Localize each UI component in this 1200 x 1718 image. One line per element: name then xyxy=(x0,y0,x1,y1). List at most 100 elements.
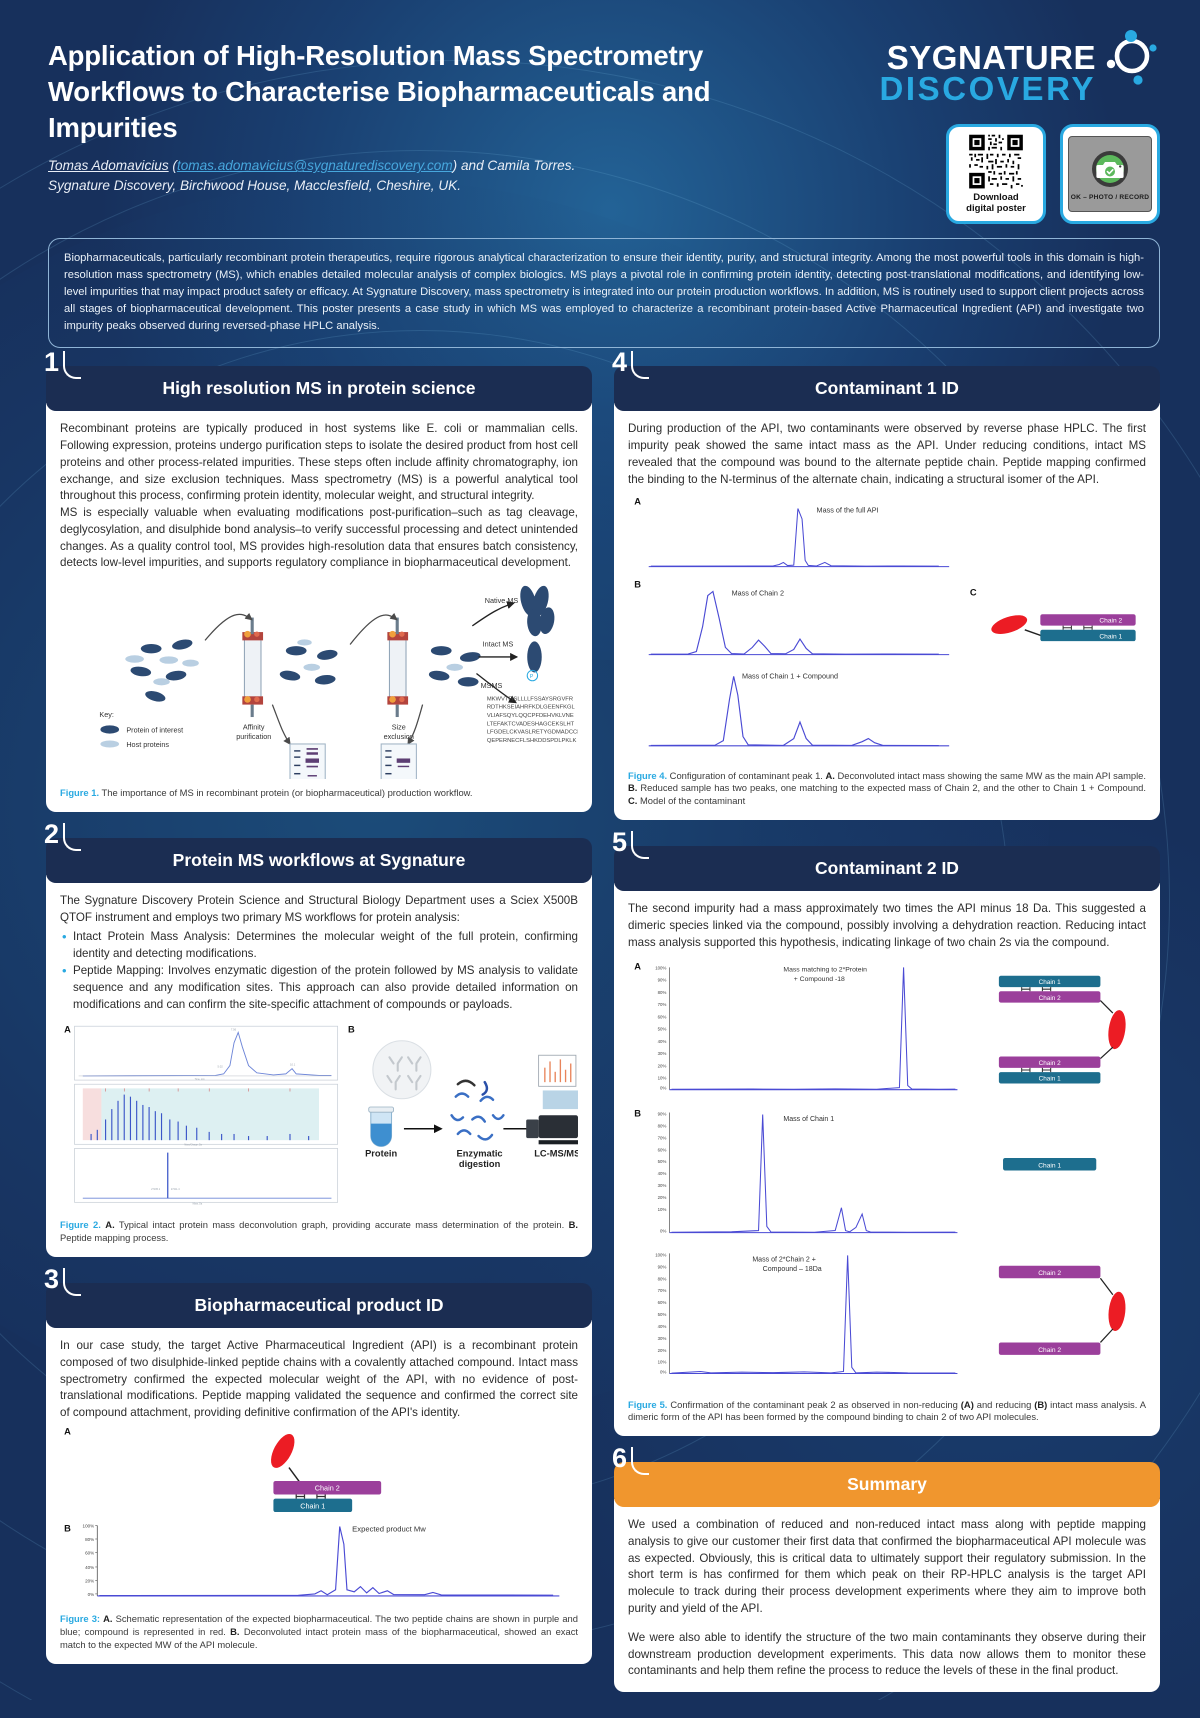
svg-text:Mass/Charge, Da: Mass/Charge, Da xyxy=(184,1144,202,1146)
svg-text:60%: 60% xyxy=(658,1148,667,1153)
figure3-label-a: A xyxy=(64,1426,71,1436)
figure5-label-a: A xyxy=(634,962,641,972)
list-item: Intact Protein Mass Analysis: Determines… xyxy=(60,928,578,963)
svg-text:Chain 1: Chain 1 xyxy=(1038,1163,1061,1170)
figure2b-digestion-label: Enzymatic xyxy=(457,1149,503,1159)
figure1-step2b-label: exclusion xyxy=(384,732,414,741)
svg-text:Chain 2: Chain 2 xyxy=(1039,1060,1062,1067)
svg-text:Host proteins: Host proteins xyxy=(126,740,169,749)
author-rest: ) and Camila Torres. xyxy=(452,158,576,174)
list-item: Peptide Mapping: Involves enzymatic dige… xyxy=(60,962,578,1013)
figure1-step1-label: Affinity xyxy=(243,723,265,732)
svg-text:80%: 80% xyxy=(658,1124,667,1129)
section6-paragraph-2: We were also able to identify the struct… xyxy=(628,1630,1146,1678)
camera-icon xyxy=(1092,150,1128,187)
figure1-intact-ms-label: Intact MS xyxy=(483,640,514,649)
figure5-peak-c2-label: Compound – 18Da xyxy=(763,1266,822,1273)
figure-1-graphic: Affinity purification xyxy=(60,572,578,780)
svg-text:Mass, Da: Mass, Da xyxy=(193,1203,203,1205)
svg-text:Key:: Key: xyxy=(99,710,114,719)
figure2b-workflow: Protein Enzymatic digestion xyxy=(365,1040,578,1169)
figure3b-spectrum: 100% 80% 60% 40% 20% 0% xyxy=(83,1524,560,1597)
author-name: Tomas Adomavicius xyxy=(48,158,169,174)
gel-1 xyxy=(289,743,326,780)
figure-5-caption: Figure 5. Confirmation of the contaminan… xyxy=(628,1398,1147,1423)
svg-text:90%: 90% xyxy=(658,1112,667,1117)
figure2a-plots: 7.56 5.02 10.1 Time, min xyxy=(74,1025,339,1205)
svg-text:Chain 2: Chain 2 xyxy=(1038,1271,1061,1278)
affinity-column xyxy=(242,617,264,718)
figure4b-spectrum-1: Mass of Chain 2 xyxy=(648,589,950,656)
logo-orbit-icon xyxy=(1106,30,1157,85)
poster-header: Application of High-Resolution Mass Spec… xyxy=(0,0,1200,225)
figure4c-contaminant-model: Chain 2 Chain 1 xyxy=(991,614,1136,642)
figure4b-spectrum-2: Mass of Chain 1 + Compound xyxy=(648,672,950,747)
figure1-intact-ms-badge: P xyxy=(530,674,534,680)
page-title: Application of High-Resolution Mass Spec… xyxy=(48,40,711,143)
figure-2-graphic: A B 7.56 5.02 10.1 Time, m xyxy=(60,1020,578,1212)
section5-paragraph-1: The second impurity had a mass approxima… xyxy=(628,902,1146,949)
section-panel-6: 6 Summary We used a combination of reduc… xyxy=(608,1445,1160,1693)
section-panel-2: 2 Protein MS workflows at Sygnature The … xyxy=(40,821,592,1258)
svg-text:0%: 0% xyxy=(88,1592,95,1597)
figure1-step1b-label: purification xyxy=(236,732,271,741)
svg-text:70%: 70% xyxy=(658,1136,667,1141)
size-exclusion-column xyxy=(387,617,409,718)
gel-2 xyxy=(380,743,417,780)
abstract-text: Biopharmaceuticals, particularly recombi… xyxy=(64,252,1144,333)
svg-text:70%: 70% xyxy=(658,1003,667,1008)
svg-text:50%: 50% xyxy=(658,1312,667,1317)
figure2-label-a: A xyxy=(64,1024,71,1034)
author-email-link[interactable]: tomas.adomavicius@sygnaturediscovery.com xyxy=(176,158,453,174)
svg-text:20%: 20% xyxy=(658,1064,667,1069)
affiliation: Sygnature Discovery, Birchwood House, Ma… xyxy=(48,177,462,193)
svg-text:LTEFAKTCVADESHAGCEKSLHT: LTEFAKTCVADESHAGCEKSLHT xyxy=(487,722,575,728)
figure1-sequence-block: MKWVTFISLLLLFSSAYSRGVFR RDTHKSEIAHRFKDLG… xyxy=(487,697,578,744)
svg-text:60%: 60% xyxy=(658,1301,667,1306)
section-number-5: 5 xyxy=(612,827,650,859)
photo-record-badge[interactable]: OK – PHOTO / RECORD xyxy=(1060,124,1160,225)
svg-text:10%: 10% xyxy=(658,1207,667,1212)
section-title-2: Protein MS workflows at Sygnature xyxy=(46,838,592,884)
qr-download-badge[interactable]: Download digital poster xyxy=(946,124,1046,225)
svg-text:40%: 40% xyxy=(658,1172,667,1177)
figure5-peak-a2-label: + Compound -18 xyxy=(794,976,845,983)
svg-text:10%: 10% xyxy=(658,1360,667,1365)
svg-text:100%: 100% xyxy=(83,1524,95,1529)
svg-text:100%: 100% xyxy=(655,966,666,971)
figure5-peak-b-label: Mass of Chain 1 xyxy=(783,1116,834,1123)
figure5-label-b: B xyxy=(634,1109,641,1119)
svg-text:Chain 2: Chain 2 xyxy=(1039,995,1062,1002)
svg-text:80%: 80% xyxy=(658,1277,667,1282)
section-number-6: 6 xyxy=(612,1443,650,1476)
left-column: 1 High resolution MS in protein science … xyxy=(40,349,592,1718)
section-panel-5: 5 Contaminant 2 ID The second impurity h… xyxy=(608,829,1160,1437)
svg-text:0%: 0% xyxy=(660,1229,666,1234)
figure3a-api-schematic: Chain 2 Chain 1 xyxy=(271,1433,382,1513)
svg-text:20%: 20% xyxy=(658,1195,667,1200)
section-panel-4: 4 Contaminant 1 ID During production of … xyxy=(608,349,1160,820)
sygnature-discovery-logo: SYGNATURE DISCOVERY xyxy=(828,30,1160,105)
figure5c-dimer-model: Chain 2 Chain 2 xyxy=(998,1266,1126,1356)
svg-text:50%: 50% xyxy=(658,1160,667,1165)
svg-text:80%: 80% xyxy=(85,1537,94,1542)
figure3-peak-label: Expected product Mw xyxy=(352,1525,426,1534)
svg-text:0%: 0% xyxy=(660,1086,666,1091)
svg-text:70%: 70% xyxy=(658,1289,667,1294)
svg-text:30%: 30% xyxy=(658,1336,667,1341)
figure4-label-a: A xyxy=(634,497,641,507)
svg-text:10%: 10% xyxy=(658,1076,667,1081)
figure2b-lcmsms-label: LC-MS/MS xyxy=(534,1149,578,1159)
svg-text:RDTHKSEIAHRFKDLGEENFKGL: RDTHKSEIAHRFKDLGEENFKGL xyxy=(487,705,576,711)
figure4-chain2-label: Chain 2 xyxy=(1099,618,1122,625)
svg-text:27211.4: 27211.4 xyxy=(171,1188,180,1191)
section-panel-1: 1 High resolution MS in protein science … xyxy=(40,349,592,813)
svg-text:40%: 40% xyxy=(658,1324,667,1329)
section6-paragraph-1: We used a combination of reduced and non… xyxy=(628,1518,1146,1616)
intact-ms-protein xyxy=(527,641,542,673)
figure4-chain1-label: Chain 1 xyxy=(1099,634,1122,641)
figure4a-spectrum: Mass of the full API xyxy=(648,506,950,568)
section-panel-3: 3 Biopharmaceutical product ID In our ca… xyxy=(40,1266,592,1664)
figure5b-chain1-model: Chain 1 xyxy=(1003,1158,1097,1171)
svg-text:20%: 20% xyxy=(85,1579,94,1584)
